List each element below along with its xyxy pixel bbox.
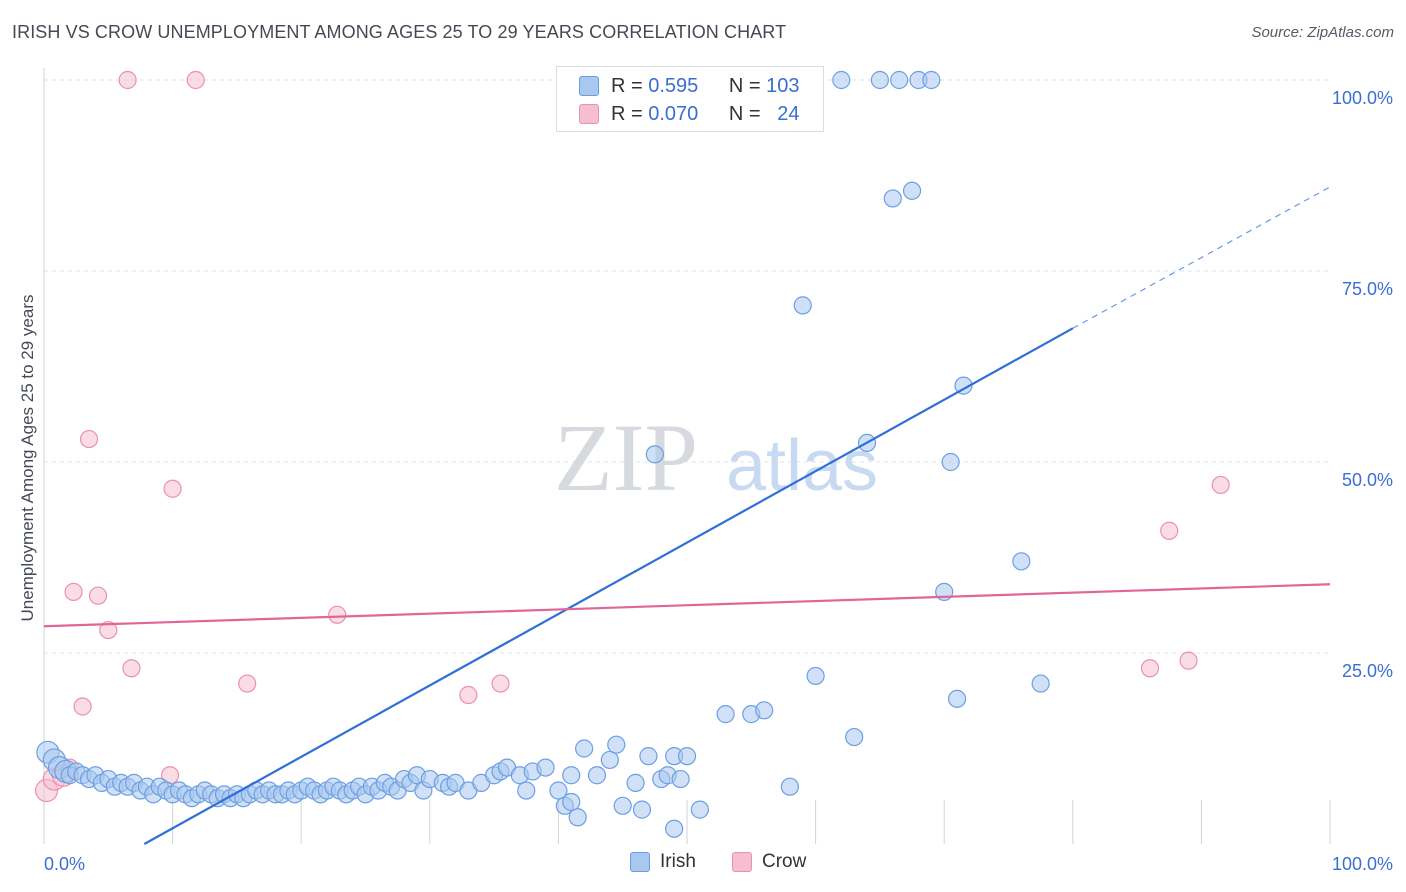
irish-r-label: R = [611, 74, 643, 97]
irish-legend-swatch [630, 852, 650, 872]
watermark: ZIP atlas [554, 404, 878, 511]
y-tick-label: 25.0% [1342, 661, 1393, 681]
irish-point [690, 800, 709, 819]
irish-point [626, 773, 645, 792]
crow-point [99, 620, 118, 640]
irish-point [793, 296, 812, 315]
irish-point [632, 800, 652, 819]
irish-point [954, 376, 973, 395]
irish-trend-line [143, 327, 1074, 845]
watermark-atlas: atlas [726, 426, 878, 506]
correlation-legend: R = 0.595 N = 103 R = 0.070 N = 24 [556, 66, 824, 132]
irish-point [1031, 674, 1050, 693]
irish-r-value: 0.595 [648, 74, 699, 97]
irish-point [941, 452, 960, 472]
crow-point [328, 605, 347, 624]
irish-point [536, 758, 555, 777]
crow-r-label: R = [611, 102, 643, 125]
irish-point [671, 769, 690, 789]
irish-point [947, 689, 967, 708]
irish-legend-label: Irish [660, 851, 696, 872]
crow-point [118, 70, 137, 90]
irish-point [677, 747, 697, 766]
crow-point [491, 674, 510, 693]
legend-row-crow: R = 0.070 N = 24 [579, 101, 800, 127]
crow-point [88, 586, 108, 605]
irish-point [600, 750, 619, 770]
crow-legend-label: Crow [762, 851, 807, 872]
irish-points [36, 70, 1050, 838]
irish-point [890, 70, 909, 90]
irish-point [755, 701, 774, 720]
x-tick-label-max: 100.0% [1332, 854, 1393, 874]
crow-point [73, 697, 92, 716]
crow-point [186, 70, 205, 90]
watermark-zip: ZIP [554, 404, 698, 511]
irish-point [517, 781, 536, 800]
crow-point [238, 674, 257, 693]
irish-point [562, 792, 581, 812]
crow-point [1211, 475, 1230, 495]
crow-n-value: 24 [777, 102, 800, 125]
legend-item-irish[interactable]: Irish [630, 851, 696, 873]
irish-point [607, 735, 626, 754]
irish-n-label: N = [728, 74, 761, 97]
crow-r-value: 0.070 [648, 102, 699, 125]
irish-point [562, 766, 581, 785]
crow-point [1140, 659, 1160, 678]
crow-trend-line [43, 583, 1331, 628]
irish-point [613, 796, 632, 815]
source-label: Source: ZipAtlas.com [1251, 24, 1394, 41]
irish-point [845, 727, 864, 747]
irish-point [639, 747, 658, 766]
crow-n-label: N = [728, 102, 761, 125]
crow-point [1179, 651, 1198, 670]
irish-point [587, 766, 607, 785]
crow-point [1160, 521, 1179, 540]
legend-row-irish: R = 0.595 N = 103 [579, 73, 800, 99]
irish-n-value: 103 [766, 74, 800, 97]
grid-lines [44, 79, 1330, 654]
irish-swatch [579, 76, 599, 96]
legend-item-crow[interactable]: Crow [732, 851, 806, 873]
irish-point [883, 189, 902, 208]
irish-point [902, 181, 922, 200]
crow-point [122, 659, 141, 678]
irish-point [716, 705, 735, 724]
irish-trend-extension [1072, 186, 1331, 329]
x-tick-label-min: 0.0% [44, 854, 85, 874]
irish-point [568, 808, 587, 827]
crow-point [459, 685, 478, 705]
irish-point [870, 70, 890, 90]
crow-point [79, 429, 99, 449]
irish-point [549, 781, 568, 800]
chart-title: IRISH VS CROW UNEMPLOYMENT AMONG AGES 25… [12, 22, 787, 42]
trend-lines [43, 186, 1331, 845]
crow-swatch [579, 104, 599, 124]
y-tick-label: 75.0% [1342, 279, 1393, 299]
irish-point [806, 666, 825, 686]
axis-ticks [43, 68, 1331, 844]
crow-legend-swatch [732, 852, 752, 872]
irish-point [645, 445, 664, 464]
irish-point [922, 70, 941, 90]
crow-point [64, 582, 83, 601]
tick-labels: 25.0% 50.0% 75.0% 100.0% 0.0% 100.0% [44, 88, 1393, 874]
irish-point [832, 70, 851, 90]
y-tick-label: 50.0% [1342, 470, 1393, 490]
irish-point [665, 819, 684, 838]
crow-point [163, 479, 182, 498]
irish-point [575, 739, 594, 758]
irish-point [1012, 552, 1031, 571]
y-tick-label: 100.0% [1332, 88, 1393, 108]
irish-point [780, 777, 799, 796]
